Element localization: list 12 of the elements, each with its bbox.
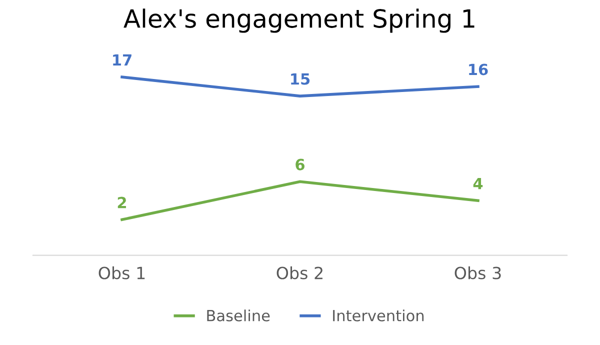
legend-label: Intervention: [333, 310, 424, 322]
x-tick-label: Obs 3: [454, 266, 501, 280]
data-label: 6: [296, 158, 304, 170]
legend-label: Baseline: [207, 310, 270, 322]
data-label: 4: [473, 178, 483, 190]
data-label: 2: [118, 196, 126, 208]
data-label: 15: [291, 73, 310, 85]
chart-title: Alex's engagement Spring 1: [124, 8, 474, 33]
x-tick-label: Obs 2: [276, 266, 322, 280]
x-tick-label: Obs 1: [98, 266, 145, 280]
data-label: 17: [113, 54, 132, 66]
data-label: 16: [469, 64, 488, 76]
